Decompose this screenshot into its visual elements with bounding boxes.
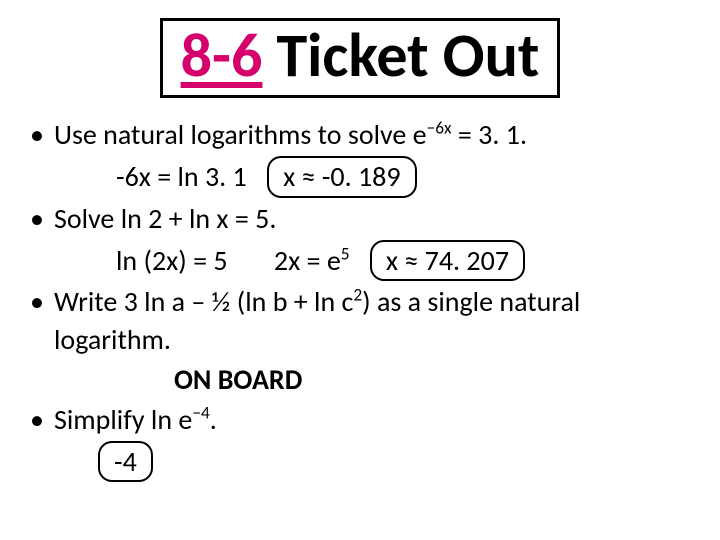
- b2-answer-box: x ≈ 74. 207: [370, 240, 525, 282]
- b1-sup: −6x: [427, 117, 452, 139]
- bullet-4: Simplify ln e−4.: [24, 401, 696, 439]
- b3-onboard: ON BOARD: [174, 362, 302, 397]
- b2-mid-a: 2x = e: [274, 243, 341, 278]
- title-accent: 8-6: [181, 17, 263, 93]
- title-main: Ticket Out: [262, 17, 539, 93]
- b4-sup: −4: [192, 401, 209, 423]
- b3-sup: 2: [353, 284, 362, 306]
- b3-text-a: Write 3 ln a – ½ (ln b + ln c: [54, 284, 353, 319]
- b1-eq: -6x = ln 3. 1: [116, 159, 247, 194]
- bullet-1: Use natural logarithms to solve e−6x = 3…: [24, 116, 696, 154]
- b1-sub: -6x = ln 3. 1 x ≈ -0. 189: [24, 156, 696, 198]
- b3-sub: ON BOARD: [24, 361, 696, 399]
- b2-text: Solve ln 2 + ln x = 5.: [54, 201, 276, 236]
- b1-answer-box: x ≈ -0. 189: [267, 156, 416, 198]
- b4-text-a: Simplify ln e: [54, 402, 192, 437]
- b2-mid: 2x = e5: [274, 243, 350, 278]
- b1-text-b: = 3. 1.: [452, 117, 527, 152]
- bullet-2: Solve ln 2 + ln x = 5.: [24, 200, 696, 238]
- b2-mid-sup: 5: [341, 242, 350, 264]
- b2-sub: ln (2x) = 5 2x = e5 x ≈ 74. 207: [24, 240, 696, 282]
- content-list: Use natural logarithms to solve e−6x = 3…: [24, 116, 696, 482]
- title-box: 8-6 Ticket Out: [160, 18, 561, 98]
- b4-answer-box: -4: [98, 441, 153, 483]
- bullet-3: Write 3 ln a – ½ (ln b + ln c2) as a sin…: [24, 283, 696, 359]
- b1-text-a: Use natural logarithms to solve e: [54, 117, 427, 152]
- b2-eq: ln (2x) = 5: [116, 243, 228, 278]
- b4-sub: -4: [24, 441, 696, 483]
- b4-text-b: .: [210, 402, 217, 437]
